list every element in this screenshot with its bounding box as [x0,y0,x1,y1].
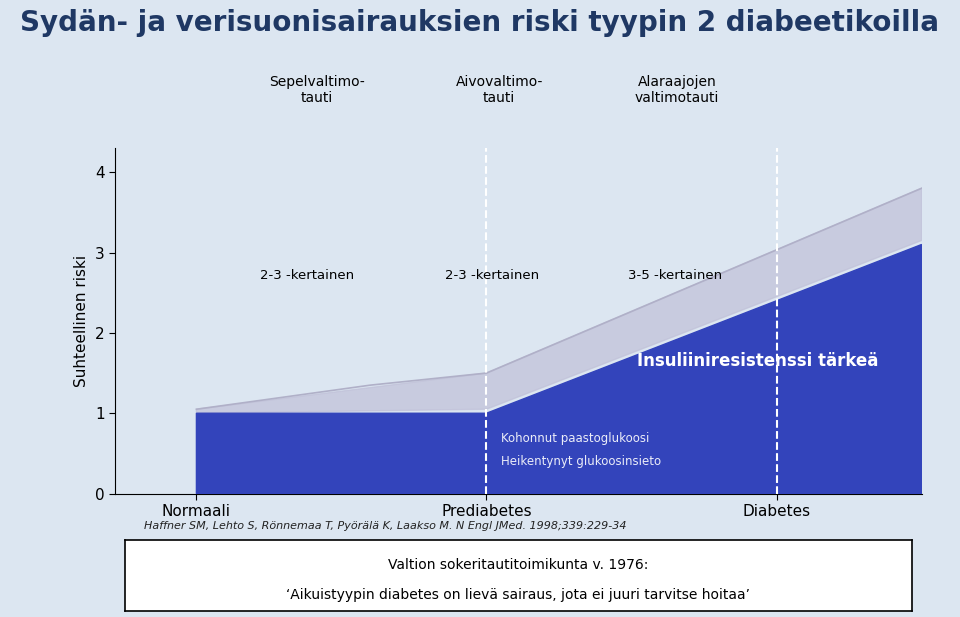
Text: Kohonnut paastoglukoosi: Kohonnut paastoglukoosi [501,433,649,445]
Polygon shape [197,244,922,494]
Text: Aivovaltimo-
tauti: Aivovaltimo- tauti [455,75,543,105]
Text: Sepelvaltimo-
tauti: Sepelvaltimo- tauti [269,75,365,105]
Text: Haffner SM, Lehto S, Rönnemaa T, Pyörälä K, Laakso M. N Engl JMed. 1998;339:229-: Haffner SM, Lehto S, Rönnemaa T, Pyörälä… [144,521,627,531]
Text: ‘Aikuistyypin diabetes on lievä sairaus, jota ei juuri tarvitse hoitaa’: ‘Aikuistyypin diabetes on lievä sairaus,… [286,588,751,602]
Text: Alaraajojen
valtimotauti: Alaraajojen valtimotauti [635,75,719,105]
Text: 3-5 -kertainen: 3-5 -kertainen [628,268,722,281]
Text: 2-3 -kertainen: 2-3 -kertainen [445,268,540,281]
Text: Valtion sokeritautitoimikunta v. 1976:: Valtion sokeritautitoimikunta v. 1976: [388,558,649,572]
Text: Sydän- ja verisuonisairauksien riski tyypin 2 diabeetikoilla: Sydän- ja verisuonisairauksien riski tyy… [20,9,940,37]
Y-axis label: Suhteellinen riski: Suhteellinen riski [75,255,89,387]
Text: Heikentynyt glukoosinsieto: Heikentynyt glukoosinsieto [501,455,661,468]
Polygon shape [197,188,922,413]
Text: 2-3 -kertainen: 2-3 -kertainen [259,268,353,281]
Text: Insuliiniresistenssi tärkeä: Insuliiniresistenssi tärkeä [637,352,878,370]
